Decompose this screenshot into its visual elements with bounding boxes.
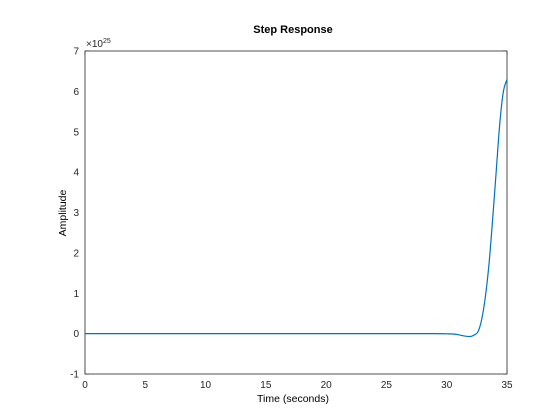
y-tick-label: 3 <box>73 208 79 219</box>
plot-area <box>84 50 508 375</box>
y-tick-label: 6 <box>73 87 79 98</box>
x-tick-label: 30 <box>441 380 453 391</box>
y-tick-label: 1 <box>73 289 79 300</box>
y-tick-label: 0 <box>73 329 79 340</box>
y-tick-label: 5 <box>73 127 79 138</box>
x-tick-label: 10 <box>200 380 212 391</box>
y-exponent-base: ×10 <box>86 39 103 50</box>
y-exponent-power: 25 <box>103 38 111 45</box>
x-tick-label: 0 <box>82 380 88 391</box>
y-axis-label: Amplitude <box>57 190 69 237</box>
y-tick-label: 2 <box>73 248 79 259</box>
y-exponent-label: ×1025 <box>86 38 111 50</box>
y-tick-label: 4 <box>73 168 79 179</box>
chart-title: Step Response <box>253 24 332 36</box>
x-tick-label: 20 <box>321 380 333 391</box>
x-tick-label: 35 <box>501 380 513 391</box>
x-tick-label: 5 <box>143 380 149 391</box>
x-tick-label: 15 <box>260 380 272 391</box>
x-tick-label: 25 <box>381 380 393 391</box>
step-response-series-line <box>85 79 508 338</box>
x-axis-label: Time (seconds) <box>257 393 329 405</box>
axes-box <box>84 50 508 375</box>
y-tick-label: 7 <box>73 47 79 58</box>
y-tick-label: -1 <box>70 370 79 381</box>
